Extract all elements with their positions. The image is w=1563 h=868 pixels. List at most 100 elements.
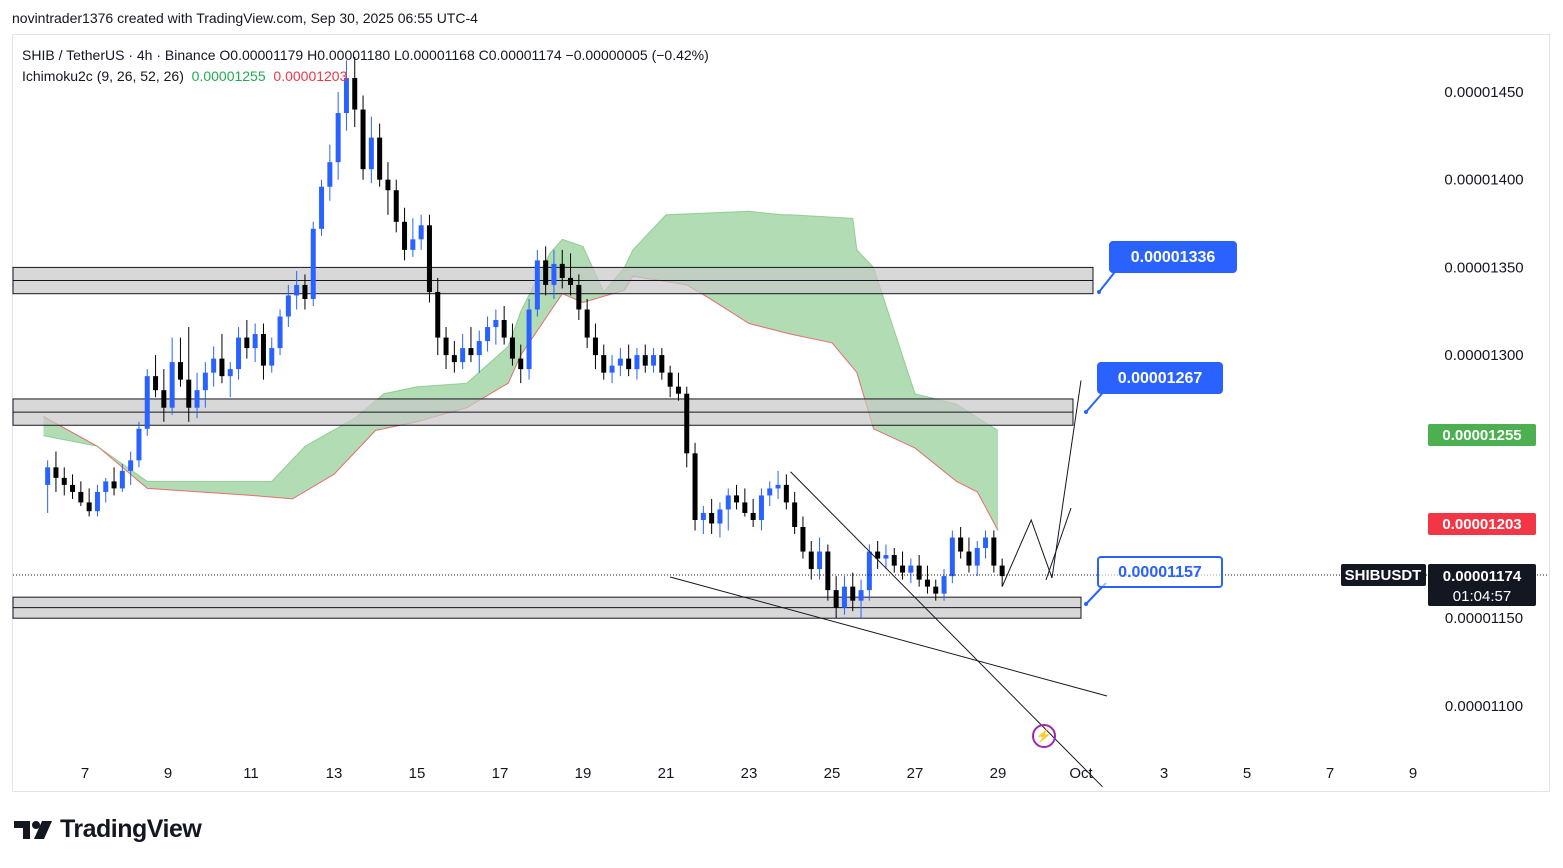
candle [153, 355, 159, 398]
candle [543, 246, 549, 296]
candle [958, 526, 964, 559]
candle-body [402, 221, 408, 250]
candle [509, 323, 515, 366]
candle [269, 337, 275, 373]
time-tick-label: 13 [326, 765, 343, 782]
candle [161, 369, 167, 422]
tradingview-logo[interactable]: TradingView [14, 815, 202, 844]
candle [941, 569, 947, 601]
candle [758, 488, 764, 531]
ohlc-legend: SHIB / TetherUS · 4h · Binance O0.000011… [22, 47, 709, 63]
candle-body [111, 481, 117, 489]
indicator-value-span-a: 0.00001255 [191, 68, 266, 84]
candle-body [717, 509, 723, 524]
candle-body [692, 453, 698, 520]
candle-body [136, 428, 142, 461]
candle [211, 346, 217, 387]
candle [974, 541, 980, 577]
time-tick-label: 11 [243, 765, 259, 782]
candle-body [277, 316, 283, 349]
time-tick-label: 5 [1243, 765, 1251, 782]
axes: 0.00001450 0.00001400 0.00001350 0.00001300… [81, 84, 1524, 782]
candle-body [186, 379, 192, 408]
candle-body [800, 526, 806, 552]
cloud-span-a-line [43, 210, 999, 482]
symbol-tag-bg [1341, 564, 1426, 586]
candle [559, 249, 565, 289]
projection-path [1001, 380, 1082, 587]
candle [908, 558, 914, 584]
candle [833, 576, 839, 619]
candle [260, 323, 266, 380]
candle [219, 334, 225, 384]
candle [750, 498, 756, 527]
time-tick-label: 29 [990, 765, 1007, 782]
candle-body [144, 376, 150, 429]
candle [368, 116, 374, 184]
candle-body [767, 488, 773, 496]
candle-body [426, 225, 432, 292]
candle-body [310, 228, 316, 299]
lightning-icon[interactable]: ⚡ [1032, 724, 1056, 748]
candle-body [169, 362, 175, 408]
candle-body [61, 477, 67, 485]
candle-body [758, 495, 764, 520]
time-tick-label: Oct [1069, 765, 1093, 782]
candle-body [626, 358, 632, 370]
candle-body [634, 355, 640, 370]
candle-body [734, 495, 740, 503]
projection-leg [1045, 507, 1072, 581]
candle [634, 348, 640, 380]
candle [169, 337, 175, 415]
price-labels: 0.00001255 0.00001203 0.00001174 01:04:57 SH… [1084, 241, 1536, 606]
candle-body [609, 365, 615, 373]
candle-body [302, 284, 308, 299]
time-tick-label: 9 [164, 765, 172, 782]
candle [783, 474, 789, 510]
candle-body [194, 390, 200, 408]
candle [410, 218, 416, 257]
target-callout-2: 0.00001267 [1084, 362, 1223, 414]
span-b-axis-label-bg [1428, 513, 1536, 535]
candle-body [601, 355, 607, 373]
candle-body [385, 179, 391, 191]
candle-body [725, 495, 731, 510]
candle [335, 92, 341, 180]
indicator-legend: Ichimoku2c (9, 26, 52, 26) 0.00001255 0.… [22, 66, 709, 87]
candle-body [750, 512, 756, 520]
candle-body [252, 334, 258, 349]
candle [476, 330, 482, 373]
indicator-name: Ichimoku2c (9, 26, 52, 26) [22, 68, 184, 84]
candle-body [900, 565, 906, 573]
candle-body [841, 586, 847, 608]
candle-body [86, 502, 92, 512]
candle [841, 576, 847, 615]
candle [692, 442, 698, 531]
candle-body [244, 337, 250, 349]
candle [526, 298, 532, 380]
candle-body [285, 295, 291, 317]
time-tick-label: 17 [492, 765, 509, 782]
candle [675, 372, 681, 401]
candle [808, 541, 814, 580]
candle-body [576, 284, 582, 310]
candle-body [393, 190, 399, 222]
candle [642, 344, 648, 373]
candle-body [908, 565, 914, 573]
candle [617, 348, 623, 377]
candle [103, 477, 109, 503]
candle-body [999, 565, 1005, 577]
candle-body [866, 551, 872, 591]
candle [393, 179, 399, 233]
channel-upper-line [790, 471, 1103, 788]
candle-body [617, 358, 623, 366]
candle [775, 470, 781, 499]
candle [725, 488, 731, 531]
target-callout-3-dot [1084, 602, 1088, 606]
candle [468, 327, 474, 363]
last-price-text: 0.00001174 [1443, 568, 1522, 585]
candle-body [177, 362, 183, 380]
last-price-axis-label: 0.00001174 01:04:57 [1428, 564, 1536, 606]
candle [45, 460, 51, 513]
